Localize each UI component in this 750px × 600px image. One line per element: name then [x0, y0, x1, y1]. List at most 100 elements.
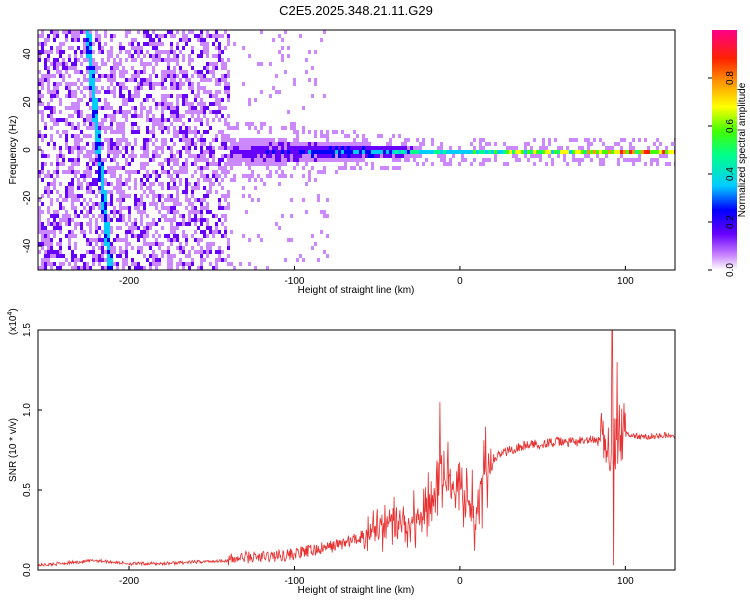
spectrogram-cell: [320, 122, 323, 126]
spectrogram-cell: [248, 126, 251, 130]
spectrogram-cell: [221, 206, 224, 210]
spectrogram-cell: [164, 158, 167, 162]
spectrogram-cell: [512, 150, 515, 154]
spectrogram-cell: [188, 254, 191, 258]
spectrogram-cell: [224, 134, 227, 138]
spectrogram-cell: [125, 234, 128, 238]
spectrogram-cell: [236, 154, 239, 158]
spectrogram-cell: [194, 218, 197, 222]
spectrogram-cell: [134, 198, 137, 202]
spectrogram-cell: [278, 142, 281, 146]
spectrogram-cell: [206, 106, 209, 110]
spectrogram-cell: [272, 174, 275, 178]
spectrogram-cell: [188, 78, 191, 82]
spectrogram-cell: [128, 218, 131, 222]
spectrogram-cell: [92, 254, 95, 258]
spectrogram-cell: [176, 102, 179, 106]
spectrogram-cell: [149, 42, 152, 46]
spectrogram-cell: [110, 74, 113, 78]
spectrogram-cell: [248, 166, 251, 170]
spectrogram-cell: [74, 194, 77, 198]
spectrogram-cell: [206, 30, 209, 34]
spectrogram-cell: [179, 118, 182, 122]
spectrogram-cell: [449, 158, 452, 162]
spectrogram-cell: [428, 150, 431, 154]
spectrogram-cell: [155, 154, 158, 158]
spectrogram-cell: [260, 238, 263, 242]
spectrogram-cell: [236, 126, 239, 130]
spectrogram-cell: [293, 162, 296, 166]
spectrogram-cell: [62, 118, 65, 122]
spectrogram-cell: [395, 146, 398, 150]
spectrogram-cell: [71, 62, 74, 66]
spectrogram-cell: [152, 70, 155, 74]
snr-x-tick-label: 0: [457, 576, 463, 587]
spectrogram-cell: [83, 174, 86, 178]
spectrogram-cell: [170, 186, 173, 190]
spectrogram-cell: [146, 174, 149, 178]
spectrogram-cell: [119, 110, 122, 114]
spectrogram-cell: [38, 54, 41, 58]
spectrogram-cell: [95, 170, 98, 174]
spectrogram-cell: [263, 122, 266, 126]
spectrogram-cell: [269, 102, 272, 106]
spectrogram-cell: [218, 54, 221, 58]
spectrogram-cell: [245, 162, 248, 166]
spectrogram-cell: [47, 262, 50, 266]
spectrogram-cell: [203, 138, 206, 142]
spectrogram-cell: [320, 146, 323, 150]
spectrogram-cell: [170, 102, 173, 106]
spectrogram-cell: [329, 158, 332, 162]
spectrogram-cell: [161, 102, 164, 106]
spectrogram-cell: [179, 182, 182, 186]
spectrogram-cell: [155, 150, 158, 154]
spectrogram-cell: [107, 226, 110, 230]
spectrogram-cell: [137, 50, 140, 54]
spectrogram-cell: [152, 114, 155, 118]
spectrogram-cell: [404, 158, 407, 162]
spectrogram-cell: [290, 214, 293, 218]
spectrogram-cell: [176, 194, 179, 198]
spectrogram-cell: [617, 162, 620, 166]
spectrogram-cell: [374, 154, 377, 158]
spectrogram-cell: [74, 170, 77, 174]
spectrogram-cell: [41, 30, 44, 34]
spectrogram-cell: [50, 74, 53, 78]
spectrogram-cell: [278, 202, 281, 206]
spectrogram-cell: [323, 206, 326, 210]
spectrogram-cell: [548, 162, 551, 166]
spectrogram-cell: [95, 242, 98, 246]
spectrogram-cell: [350, 166, 353, 170]
spectrogram-cell: [95, 254, 98, 258]
spectrogram-cell: [50, 202, 53, 206]
spectrogram-cell: [95, 70, 98, 74]
spectrogram-cell: [41, 82, 44, 86]
spectrogram-cell: [110, 250, 113, 254]
spectrogram-cell: [173, 66, 176, 70]
spectrogram-cell: [530, 146, 533, 150]
spectrogram-cell: [236, 250, 239, 254]
spectrogram-cell: [194, 170, 197, 174]
spectrogram-cell: [176, 130, 179, 134]
spectrogram-cell: [38, 78, 41, 82]
spectrogram-cell: [224, 218, 227, 222]
spectrogram-cell: [200, 150, 203, 154]
spectrogram-cell: [347, 146, 350, 150]
spectrogram-cell: [107, 90, 110, 94]
spectrogram-cell: [161, 94, 164, 98]
spectrogram-cell: [287, 110, 290, 114]
spectrogram-cell: [86, 30, 89, 34]
spectrogram-cell: [227, 222, 230, 226]
spectrogram-cell: [98, 238, 101, 242]
spectrogram-cell: [533, 154, 536, 158]
spectrogram-cell: [80, 94, 83, 98]
spectrogram-cell: [218, 258, 221, 262]
spectrogram-cell: [218, 118, 221, 122]
spectrogram-cell: [197, 34, 200, 38]
spectrogram-cell: [503, 142, 506, 146]
spectrogram-cell: [134, 70, 137, 74]
spectrogram-cell: [188, 54, 191, 58]
spectrogram-cell: [173, 170, 176, 174]
spectrogram-cell: [599, 158, 602, 162]
spectrogram-cell: [359, 154, 362, 158]
